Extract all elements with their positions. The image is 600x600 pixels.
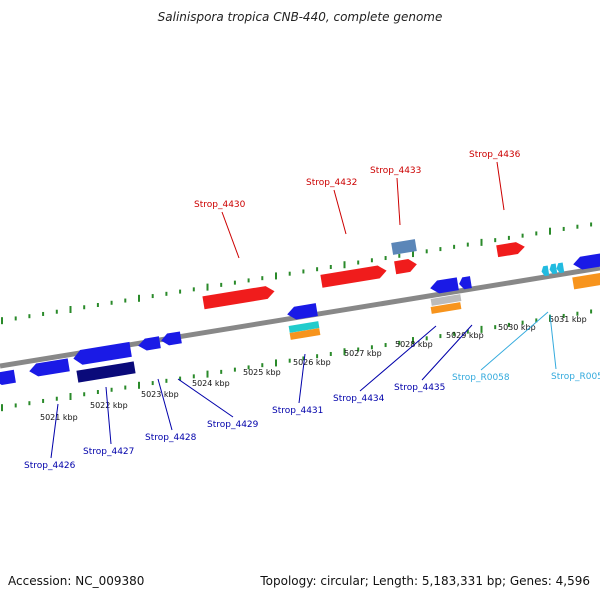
gene-label-forward: Strop_4433 — [370, 166, 421, 176]
reverse-gene-block — [0, 369, 16, 385]
label-leader-line — [480, 311, 549, 371]
reverse-gene-block — [459, 276, 472, 290]
feature-block — [289, 328, 321, 340]
gene-label-reverse: Strop_4427 — [83, 447, 134, 457]
forward-gene-block — [202, 286, 275, 310]
genome-stats-text: Topology: circular; Length: 5,183,331 bp… — [260, 574, 590, 588]
kbp-label: 5021 kbp — [40, 413, 78, 422]
feature-block — [391, 239, 417, 255]
kbp-label: 5030 kbp — [498, 323, 536, 332]
kbp-label: 5031 kbp — [549, 315, 587, 324]
forward-gene-block — [320, 265, 387, 288]
kbp-label: 5027 kbp — [344, 349, 382, 358]
label-leader-line — [496, 161, 505, 211]
rna-gene-block — [556, 262, 565, 274]
label-leader-line — [298, 353, 306, 404]
reverse-gene-block — [573, 253, 600, 270]
reverse-gene-block — [29, 358, 70, 377]
kbp-label: 5024 kbp — [192, 379, 230, 388]
label-leader-line — [421, 324, 473, 381]
label-leader-line — [177, 378, 234, 418]
gene-label-reverse: Strop_4435 — [394, 383, 445, 393]
gene-label-reverse: Strop_4429 — [207, 420, 259, 430]
gene-label-forward: Strop_4430 — [194, 200, 246, 210]
gene-label-forward: Strop_4432 — [306, 178, 357, 188]
label-leader-line — [50, 403, 59, 459]
gene-label-reverse: Strop_4428 — [145, 433, 197, 443]
reverse-gene-block — [287, 303, 318, 320]
reverse-gene-block — [138, 336, 161, 351]
gene-label-forward: Strop_4436 — [469, 150, 521, 160]
label-leader-line — [105, 386, 112, 445]
label-leader-line — [396, 177, 401, 226]
kbp-label: 5022 kbp — [90, 401, 128, 410]
gene-label-reverse: Strop_4431 — [272, 406, 323, 416]
feature-block — [572, 272, 600, 290]
label-leader-line — [549, 314, 557, 370]
feature-block — [430, 294, 462, 306]
feature-block — [430, 302, 462, 314]
reverse-gene-block — [73, 341, 132, 365]
label-leader-line — [359, 325, 437, 392]
gene-label-rna: Strop_R0058 — [452, 373, 510, 383]
reverse-gene-block — [430, 277, 459, 294]
reverse-gene-block — [76, 361, 136, 383]
kbp-label: 5026 kbp — [293, 358, 331, 367]
kbp-label: 5029 kbp — [446, 331, 484, 340]
forward-gene-block — [496, 242, 525, 258]
gene-label-reverse: Strop_4426 — [24, 461, 76, 471]
feature-block — [288, 321, 320, 333]
rna-gene-block — [549, 263, 558, 275]
forward-gene-block — [394, 259, 417, 275]
kbp-label: 5023 kbp — [141, 390, 179, 399]
map-title: Salinispora tropica CNB-440, complete ge… — [157, 10, 443, 24]
gene-label-rna: Strop_R0059 — [551, 372, 600, 382]
gene-label-reverse: Strop_4434 — [333, 394, 385, 404]
reverse-gene-block — [161, 331, 182, 346]
label-leader-line — [333, 189, 347, 235]
rna-gene-block — [541, 265, 550, 277]
label-leader-line — [157, 378, 173, 431]
label-leader-line — [221, 211, 240, 259]
kbp-label: 5025 kbp — [243, 368, 281, 377]
accession-text: Accession: NC_009380 — [8, 574, 145, 588]
